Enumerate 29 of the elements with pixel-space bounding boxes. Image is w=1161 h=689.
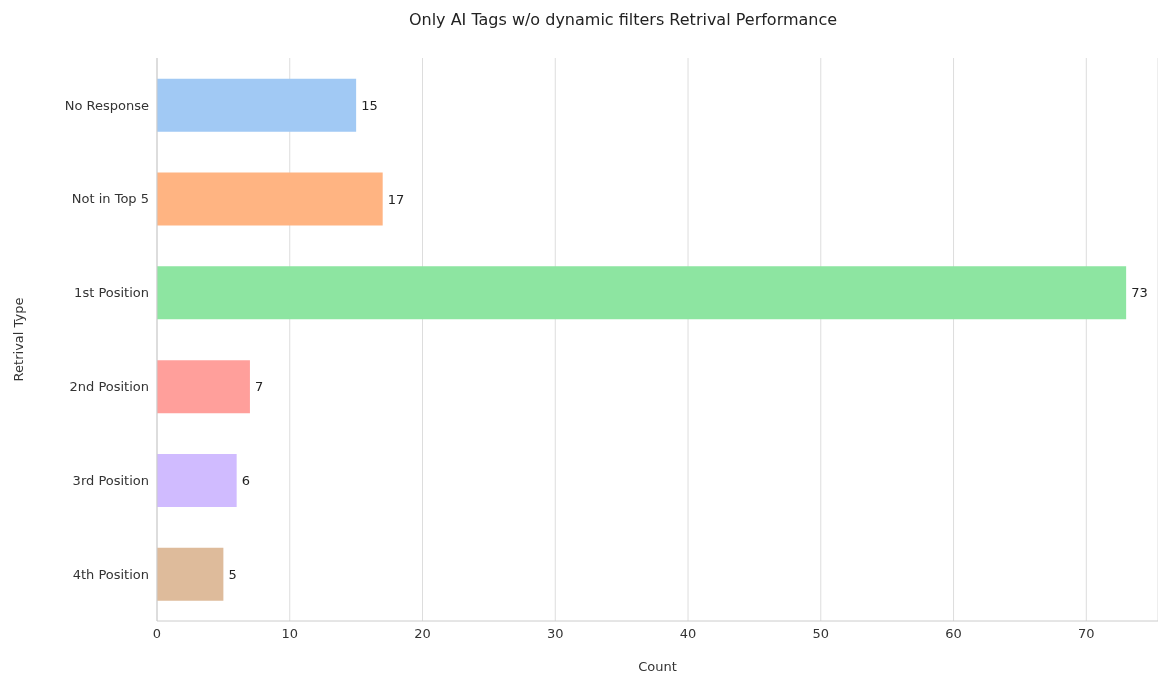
y-tick-label: 3rd Position <box>72 472 149 488</box>
y-tick-label: 4th Position <box>72 566 149 582</box>
y-axis-title: Retrival Type <box>10 297 26 382</box>
bar <box>157 172 383 226</box>
chart-title: Only AI Tags w/o dynamic filters Retrival Performance <box>407 9 839 31</box>
x-tick-label: 0 <box>152 626 162 642</box>
x-tick-label: 60 <box>945 626 962 642</box>
y-tick-label: Not in Top 5 <box>71 191 149 207</box>
data-label: 7 <box>254 379 264 395</box>
data-label: 15 <box>361 97 378 113</box>
x-tick-label: 40 <box>679 626 697 642</box>
x-axis-title: Count <box>638 659 677 674</box>
y-tick-label: 1st Position <box>74 285 149 301</box>
x-tick-label: 10 <box>281 626 299 642</box>
data-label: 5 <box>228 566 237 582</box>
bar <box>157 453 237 507</box>
data-label: 73 <box>1131 285 1148 301</box>
y-tick-label: No Response <box>64 97 149 113</box>
data-label: 6 <box>241 473 250 489</box>
bar <box>157 266 1127 320</box>
bar <box>157 78 357 132</box>
data-label: 17 <box>387 191 405 207</box>
x-tick-label: 50 <box>812 626 830 642</box>
bar <box>157 360 250 414</box>
y-tick-label: 2nd Position <box>69 379 149 395</box>
x-tick-label: 30 <box>547 626 564 642</box>
x-tick-label: 70 <box>1078 626 1095 642</box>
bar <box>157 547 224 601</box>
x-tick-label: 20 <box>414 626 431 642</box>
